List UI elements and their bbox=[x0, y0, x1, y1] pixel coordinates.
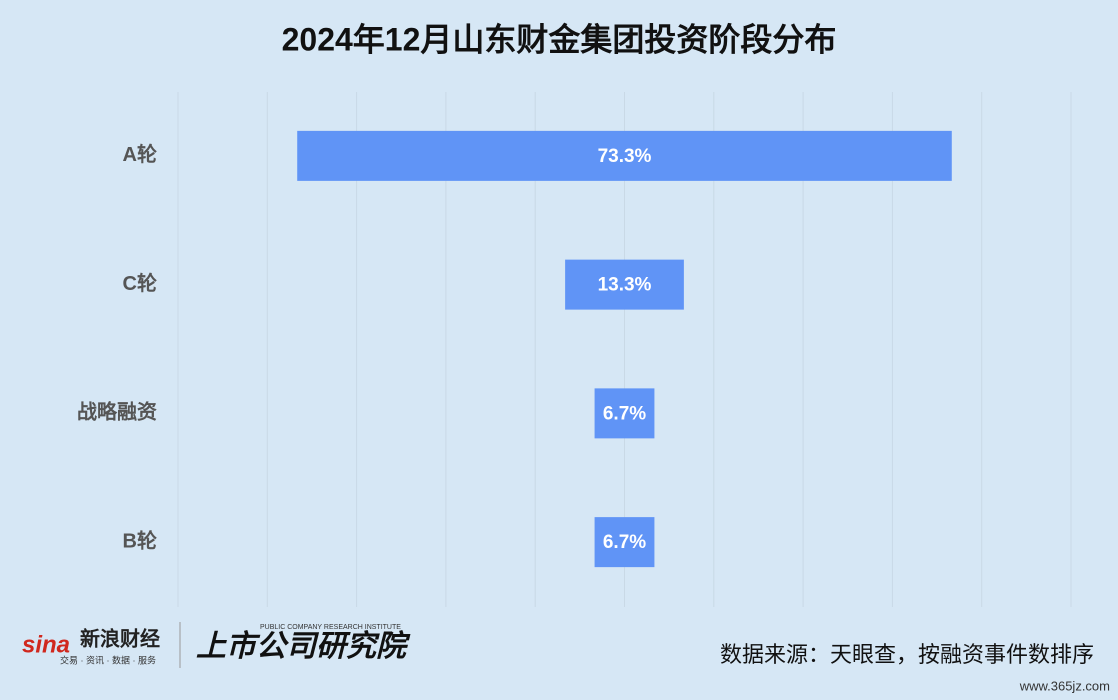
bars: A轮 73.3% C轮 13.3% 战略融资 6.7% B轮 6.7% bbox=[77, 130, 952, 568]
data-label: 6.7% bbox=[603, 532, 646, 553]
data-label: 13.3% bbox=[598, 275, 652, 296]
logo-institute-en: PUBLIC COMPANY RESEARCH INSTITUTE bbox=[260, 624, 401, 631]
y-tick-label: B轮 bbox=[123, 528, 157, 552]
bar bbox=[594, 517, 655, 568]
chart-title: 2024年12月山东财金集团投资阶段分布 bbox=[282, 21, 837, 57]
y-tick-label: C轮 bbox=[123, 271, 157, 295]
source-note: 数据来源：天眼查，按融资事件数排序 bbox=[720, 642, 1094, 667]
bar bbox=[594, 388, 655, 439]
bar bbox=[297, 130, 952, 181]
y-tick-label: A轮 bbox=[123, 142, 157, 166]
logo-institute: 上市公司研究院 bbox=[196, 629, 411, 663]
bar bbox=[565, 259, 684, 310]
data-label: 6.7% bbox=[603, 403, 646, 424]
logo-sina-name: 新浪财经 bbox=[80, 626, 160, 650]
logo-sina-tagline: 交易 · 资讯 · 数据 · 服务 bbox=[60, 654, 156, 665]
watermark: www.365jz.com bbox=[1019, 678, 1110, 693]
logo-sina: sina bbox=[22, 631, 70, 658]
y-tick-label: 战略融资 bbox=[77, 400, 157, 424]
data-label: 73.3% bbox=[598, 146, 652, 167]
